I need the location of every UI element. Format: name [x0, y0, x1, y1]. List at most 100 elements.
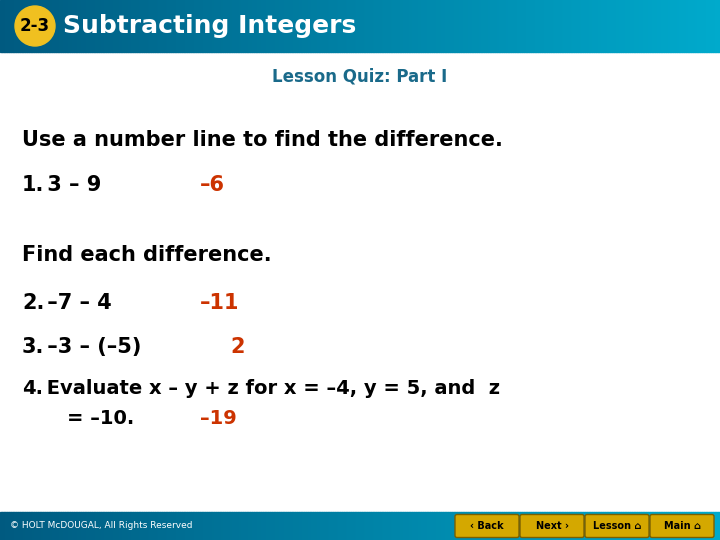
Polygon shape	[179, 512, 180, 540]
Polygon shape	[360, 512, 362, 540]
Polygon shape	[135, 0, 137, 52]
Polygon shape	[539, 512, 540, 540]
Polygon shape	[677, 0, 679, 52]
Polygon shape	[109, 512, 112, 540]
Polygon shape	[155, 0, 157, 52]
Polygon shape	[158, 0, 160, 52]
Polygon shape	[414, 0, 416, 52]
Polygon shape	[455, 0, 457, 52]
Polygon shape	[488, 0, 490, 52]
Polygon shape	[150, 512, 151, 540]
Polygon shape	[685, 512, 688, 540]
Polygon shape	[475, 512, 477, 540]
Polygon shape	[431, 512, 432, 540]
Polygon shape	[193, 512, 194, 540]
Polygon shape	[479, 512, 481, 540]
Polygon shape	[340, 0, 342, 52]
Polygon shape	[464, 512, 467, 540]
Polygon shape	[376, 512, 378, 540]
Polygon shape	[97, 0, 99, 52]
Polygon shape	[544, 512, 546, 540]
Polygon shape	[72, 0, 73, 52]
Polygon shape	[230, 0, 232, 52]
Polygon shape	[220, 0, 222, 52]
Polygon shape	[691, 0, 693, 52]
Text: Main ⌂: Main ⌂	[664, 521, 701, 531]
Polygon shape	[90, 0, 92, 52]
Polygon shape	[412, 0, 414, 52]
Polygon shape	[719, 512, 720, 540]
Polygon shape	[122, 0, 125, 52]
Polygon shape	[630, 512, 632, 540]
Polygon shape	[315, 512, 317, 540]
Polygon shape	[270, 512, 272, 540]
Polygon shape	[641, 0, 643, 52]
Polygon shape	[603, 0, 605, 52]
Polygon shape	[246, 512, 248, 540]
Polygon shape	[308, 0, 310, 52]
Polygon shape	[243, 512, 245, 540]
Polygon shape	[716, 512, 719, 540]
Polygon shape	[628, 0, 630, 52]
Polygon shape	[155, 512, 157, 540]
Polygon shape	[571, 512, 572, 540]
Polygon shape	[670, 512, 671, 540]
Polygon shape	[679, 512, 680, 540]
Polygon shape	[527, 512, 529, 540]
Polygon shape	[76, 512, 78, 540]
Polygon shape	[236, 0, 238, 52]
Polygon shape	[577, 0, 580, 52]
Polygon shape	[685, 0, 688, 52]
Polygon shape	[333, 0, 335, 52]
Polygon shape	[301, 0, 302, 52]
Polygon shape	[554, 512, 557, 540]
Polygon shape	[254, 0, 256, 52]
Polygon shape	[0, 0, 1, 52]
Polygon shape	[35, 0, 36, 52]
Polygon shape	[690, 512, 691, 540]
Polygon shape	[385, 512, 387, 540]
Polygon shape	[59, 0, 61, 52]
Polygon shape	[634, 512, 635, 540]
Polygon shape	[654, 0, 655, 52]
Polygon shape	[133, 0, 135, 52]
Polygon shape	[108, 512, 109, 540]
Polygon shape	[187, 512, 189, 540]
Polygon shape	[436, 0, 438, 52]
Polygon shape	[86, 512, 89, 540]
Polygon shape	[510, 512, 511, 540]
Polygon shape	[491, 512, 493, 540]
Polygon shape	[563, 0, 565, 52]
Polygon shape	[697, 0, 698, 52]
Polygon shape	[446, 512, 448, 540]
Polygon shape	[649, 512, 652, 540]
Polygon shape	[623, 0, 625, 52]
Polygon shape	[632, 512, 634, 540]
Polygon shape	[304, 0, 306, 52]
Polygon shape	[644, 512, 647, 540]
Polygon shape	[403, 512, 405, 540]
Polygon shape	[313, 0, 315, 52]
Polygon shape	[360, 0, 362, 52]
Polygon shape	[128, 512, 130, 540]
Polygon shape	[392, 512, 395, 540]
Polygon shape	[37, 512, 40, 540]
Polygon shape	[376, 0, 378, 52]
Polygon shape	[25, 0, 27, 52]
Polygon shape	[547, 512, 549, 540]
Polygon shape	[589, 512, 590, 540]
Polygon shape	[536, 0, 539, 52]
Polygon shape	[470, 0, 472, 52]
Polygon shape	[400, 0, 402, 52]
Polygon shape	[459, 0, 461, 52]
Polygon shape	[125, 512, 126, 540]
Polygon shape	[189, 512, 191, 540]
Polygon shape	[319, 0, 320, 52]
Polygon shape	[18, 0, 20, 52]
Polygon shape	[215, 0, 216, 52]
Polygon shape	[59, 512, 61, 540]
Polygon shape	[594, 0, 596, 52]
Polygon shape	[505, 512, 508, 540]
Polygon shape	[117, 512, 119, 540]
Polygon shape	[169, 0, 171, 52]
